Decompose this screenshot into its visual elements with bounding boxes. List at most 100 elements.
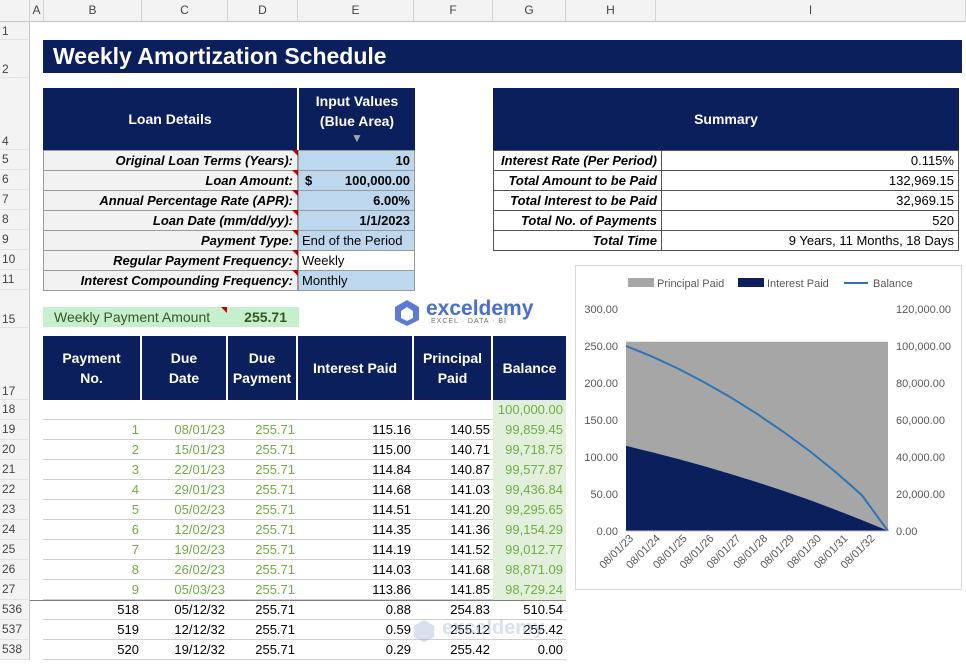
table-cell[interactable]: 140.87 [450,462,490,477]
row-header[interactable]: 23 [0,500,30,520]
table-cell[interactable]: 05/12/32 [174,602,225,617]
column-header[interactable]: G [493,0,566,22]
table-cell[interactable]: 99,295.65 [493,500,566,520]
table-cell[interactable]: 255.71 [255,462,295,477]
table-cell[interactable]: 99,154.29 [493,520,566,540]
table-cell[interactable]: 140.55 [450,422,490,437]
table-cell[interactable]: 114.68 [372,482,411,497]
column-header[interactable]: E [298,0,414,22]
table-cell[interactable]: 255.42 [523,622,563,637]
table-cell[interactable]: 9 [131,582,139,597]
loan-input-value[interactable]: 1/1/2023 [298,210,415,231]
column-header[interactable]: I [656,0,966,22]
row-header[interactable]: 537 [0,620,30,640]
table-cell[interactable]: 5 [131,502,139,517]
table-cell[interactable]: 6 [131,522,139,537]
table-cell[interactable]: 12/02/23 [174,522,225,537]
row-header[interactable]: 21 [0,460,30,480]
table-cell[interactable]: 255.71 [255,562,295,577]
loan-input-value[interactable]: 100,000.00 [298,170,415,191]
row-header[interactable]: 1 [0,22,30,40]
loan-input-value[interactable]: 10 [298,150,415,171]
table-cell[interactable]: 05/03/23 [174,582,225,597]
table-cell[interactable]: 115.00 [372,442,411,457]
table-cell[interactable]: 99,436.84 [493,480,566,500]
table-cell[interactable]: 7 [131,542,139,557]
table-cell[interactable]: 0.00 [537,642,563,657]
table-cell[interactable]: 141.20 [450,502,490,517]
table-cell[interactable]: 115.16 [372,422,411,437]
table-cell[interactable]: 255.71 [255,502,295,517]
row-header[interactable]: 538 [0,640,30,660]
table-cell[interactable]: 114.51 [372,502,411,517]
amortization-chart[interactable]: Principal Paid Interest Paid Balance 300.00… [575,265,962,590]
table-cell[interactable]: 255.71 [255,442,295,457]
column-header[interactable]: B [44,0,142,22]
table-cell[interactable]: 113.86 [372,582,411,597]
table-cell[interactable]: 3 [131,462,139,477]
table-cell[interactable]: 99,859.45 [493,420,566,440]
row-header[interactable]: 5 [0,150,30,170]
table-cell[interactable]: 22/01/23 [174,462,225,477]
summary-value[interactable]: 32,969.15 [661,190,959,211]
table-cell[interactable]: 519 [117,622,139,637]
row-header[interactable]: 4 [0,78,30,150]
table-cell[interactable]: 141.52 [450,542,490,557]
table-cell[interactable]: 114.03 [372,562,411,577]
weekly-payment-value[interactable]: 255.71 [244,309,287,325]
table-cell[interactable]: 254.83 [450,602,490,617]
opening-balance[interactable]: 100,000.00 [493,400,566,420]
table-cell[interactable]: 255.71 [255,642,295,657]
summary-value[interactable]: 520 [661,210,959,231]
loan-input-value[interactable]: 6.00% [298,190,415,211]
table-cell[interactable]: 0.59 [385,622,411,637]
column-header[interactable]: A [30,0,44,22]
corner-cell[interactable] [0,0,30,22]
table-cell[interactable]: 98,871.09 [493,560,566,580]
table-cell[interactable]: 255.71 [255,602,295,617]
row-header[interactable]: 8 [0,210,30,230]
row-header[interactable]: 24 [0,520,30,540]
row-header[interactable]: 11 [0,270,30,290]
summary-value[interactable]: 132,969.15 [661,170,959,191]
row-header[interactable]: 25 [0,540,30,560]
table-cell[interactable]: 141.68 [450,562,490,577]
row-header[interactable]: 26 [0,560,30,580]
row-header[interactable]: 9 [0,230,30,250]
table-cell[interactable]: 2 [131,442,139,457]
table-cell[interactable]: 255.71 [255,622,295,637]
loan-input-value[interactable]: Monthly [298,270,415,291]
table-cell[interactable]: 19/02/23 [174,542,225,557]
table-cell[interactable]: 141.85 [450,582,490,597]
column-header[interactable]: D [228,0,298,22]
table-cell[interactable]: 19/12/32 [174,642,225,657]
table-cell[interactable]: 99,718.75 [493,440,566,460]
table-cell[interactable]: 0.88 [385,602,411,617]
table-cell[interactable]: 99,577.87 [493,460,566,480]
table-cell[interactable]: 98,729.24 [493,580,566,600]
table-cell[interactable]: 255.12 [450,622,490,637]
table-cell[interactable]: 8 [131,562,139,577]
table-cell[interactable]: 114.84 [372,462,411,477]
row-header[interactable]: 10 [0,250,30,270]
table-cell[interactable]: 99,012.77 [493,540,566,560]
table-cell[interactable]: 12/12/32 [174,622,225,637]
row-header[interactable]: 19 [0,420,30,440]
table-cell[interactable]: 08/01/23 [174,422,225,437]
table-cell[interactable]: 520 [117,642,139,657]
table-cell[interactable]: 05/02/23 [174,502,225,517]
table-cell[interactable]: 255.71 [255,422,295,437]
row-header[interactable]: 536 [0,600,30,620]
row-header[interactable]: 7 [0,190,30,210]
table-cell[interactable]: 141.03 [450,482,490,497]
loan-input-value[interactable]: End of the Period [298,230,415,251]
row-header[interactable]: 6 [0,170,30,190]
table-cell[interactable]: 0.29 [385,642,411,657]
table-cell[interactable]: 518 [117,602,139,617]
column-header[interactable]: H [566,0,656,22]
table-cell[interactable]: 255.71 [255,522,295,537]
summary-value[interactable]: 9 Years, 11 Months, 18 Days [661,230,959,251]
table-cell[interactable]: 255.71 [255,582,295,597]
column-header[interactable]: C [142,0,228,22]
loan-input-value[interactable]: Weekly [298,250,415,271]
